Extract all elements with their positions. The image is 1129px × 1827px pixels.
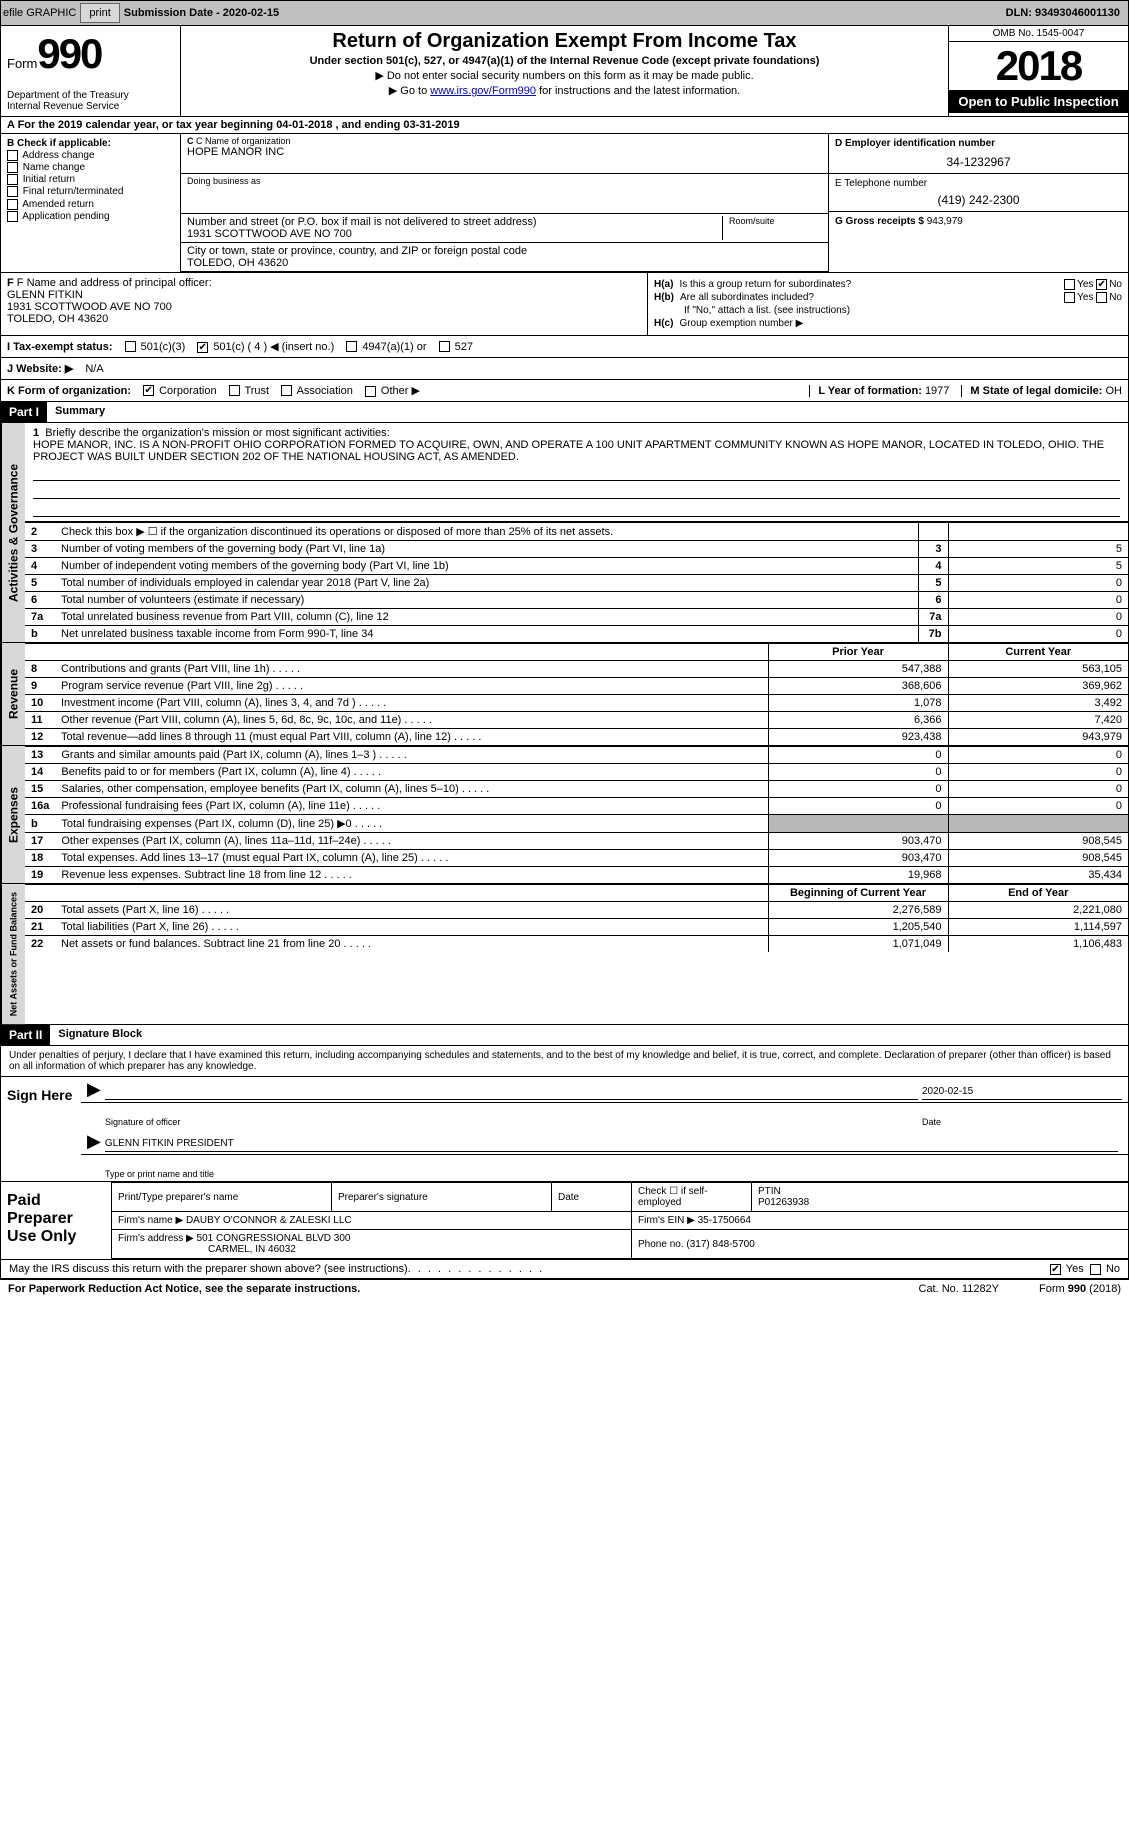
declaration-text: Under penalties of perjury, I declare th… (1, 1046, 1128, 1077)
side-label-governance: Activities & Governance (1, 423, 25, 642)
part-2-header: Part II Signature Block (0, 1025, 1129, 1046)
submission-label: Submission Date - 2020-02-15 (124, 7, 279, 19)
instruction-line-2: ▶ Go to www.irs.gov/Form990 for instruct… (185, 84, 944, 97)
year-cell: OMB No. 1545-0047 2018 Open to Public In… (948, 26, 1128, 116)
efile-label: efile GRAPHIC (3, 7, 76, 19)
side-label-net: Net Assets or Fund Balances (1, 884, 25, 1024)
side-label-revenue: Revenue (1, 643, 25, 745)
period-row: A For the 2019 calendar year, or tax yea… (0, 117, 1129, 134)
instruction-line-1: ▶ Do not enter social security numbers o… (185, 69, 944, 82)
firm-ein: 35-1750664 (698, 1215, 751, 1226)
omb-number: OMB No. 1545-0047 (949, 26, 1128, 42)
signature-block: Under penalties of perjury, I declare th… (0, 1046, 1129, 1182)
side-label-expenses: Expenses (1, 746, 25, 883)
info-grid: B Check if applicable: Address change Na… (0, 134, 1129, 273)
box-h: H(a)Is this a group return for subordina… (648, 273, 1128, 335)
box-i: I Tax-exempt status: 501(c)(3) 501(c) ( … (0, 336, 1129, 358)
sign-here-label: Sign Here (1, 1077, 81, 1181)
print-button[interactable]: print (80, 3, 119, 23)
revenue-section: Revenue Prior YearCurrent Year8Contribut… (0, 643, 1129, 746)
expenses-table: 13Grants and similar amounts paid (Part … (25, 746, 1128, 883)
box-b: B Check if applicable: Address change Na… (1, 134, 181, 272)
org-address: 1931 SCOTTWOOD AVE NO 700 (187, 228, 722, 240)
form-word: Form (7, 56, 37, 71)
firm-phone: (317) 848-5700 (686, 1239, 754, 1250)
governance-table: 2Check this box ▶ ☐ if the organization … (25, 522, 1128, 642)
ein: 34-1232967 (835, 155, 1122, 169)
inspection-badge: Open to Public Inspection (949, 90, 1128, 113)
activities-governance: Activities & Governance 1 Briefly descri… (0, 423, 1129, 643)
paid-preparer-label: Paid Preparer Use Only (1, 1182, 111, 1259)
net-table: Beginning of Current YearEnd of Year20To… (25, 884, 1128, 952)
expenses-section: Expenses 13Grants and similar amounts pa… (0, 746, 1129, 884)
mission-block: 1 Briefly describe the organization's mi… (25, 423, 1128, 522)
revenue-table: Prior YearCurrent Year8Contributions and… (25, 643, 1128, 745)
footer: For Paperwork Reduction Act Notice, see … (0, 1279, 1129, 1298)
irs-discuss-row: May the IRS discuss this return with the… (0, 1260, 1129, 1279)
box-j: J Website: ▶ N/A (0, 358, 1129, 380)
officer-name: GLENN FITKIN PRESIDENT (105, 1138, 234, 1149)
dept-treasury: Department of the Treasury Internal Reve… (7, 90, 174, 112)
title-cell: Return of Organization Exempt From Incom… (181, 26, 948, 116)
org-city: TOLEDO, OH 43620 (187, 257, 822, 269)
ptin: P01263938 (758, 1197, 809, 1208)
box-k: K Form of organization: Corporation Trus… (0, 380, 1129, 402)
firm-name: DAUBY O'CONNOR & ZALESKI LLC (186, 1215, 352, 1226)
form-subtitle: Under section 501(c), 527, or 4947(a)(1)… (185, 55, 944, 67)
form-number: 990 (37, 30, 101, 78)
org-name: HOPE MANOR INC (187, 146, 822, 158)
form-header: Form 990 Department of the Treasury Inte… (0, 26, 1129, 117)
form-id-cell: Form 990 Department of the Treasury Inte… (1, 26, 181, 116)
mission-text: HOPE MANOR, INC. IS A NON-PROFIT OHIO CO… (33, 439, 1104, 463)
gross-receipts: 943,979 (927, 216, 963, 227)
right-boxes: D Employer identification number 34-1232… (828, 134, 1128, 272)
phone: (419) 242-2300 (835, 193, 1122, 207)
officer-h-row: F F Name and address of principal office… (0, 273, 1129, 336)
part-1-header: Part I Summary (0, 402, 1129, 423)
paid-preparer: Paid Preparer Use Only Print/Type prepar… (0, 1182, 1129, 1260)
box-c: C C Name of organization HOPE MANOR INC … (181, 134, 828, 272)
box-f: F F Name and address of principal office… (1, 273, 648, 335)
net-assets-section: Net Assets or Fund Balances Beginning of… (0, 884, 1129, 1025)
header-bar: efile GRAPHIC print Submission Date - 20… (0, 0, 1129, 26)
tax-year: 2018 (949, 42, 1128, 90)
irs-link[interactable]: www.irs.gov/Form990 (430, 85, 536, 97)
form-title: Return of Organization Exempt From Incom… (185, 30, 944, 53)
dln: DLN: 93493046001130 (1006, 7, 1126, 19)
